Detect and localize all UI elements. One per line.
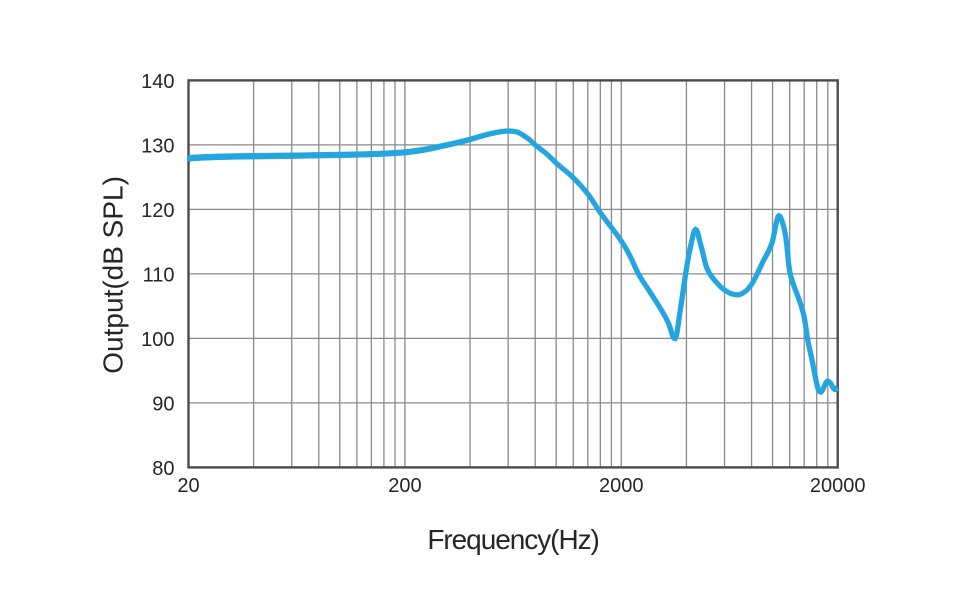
x-tick-label-2000: 2000 xyxy=(599,475,644,497)
y-tick-label-110: 110 xyxy=(143,264,175,286)
y-axis-title: Output(dB SPL) xyxy=(98,176,129,374)
frequency-response-line xyxy=(188,128,840,396)
x-axis-title: Frequency(Hz) xyxy=(427,524,599,555)
x-tick-label-20: 20 xyxy=(177,475,199,497)
y-tick-label-130: 130 xyxy=(141,135,174,157)
y-tick-label-80: 80 xyxy=(152,458,174,480)
plot-border xyxy=(187,79,839,469)
x-tick-label-20000: 20000 xyxy=(810,475,866,497)
x-tick-label-200: 200 xyxy=(388,475,421,497)
y-tick-label-100: 100 xyxy=(141,329,174,351)
y-tick-label-140: 140 xyxy=(141,71,174,93)
curve-end-cap xyxy=(833,385,838,391)
curve-start-cap xyxy=(186,155,193,162)
response-curve xyxy=(186,128,840,396)
y-tick-label-120: 120 xyxy=(141,200,174,222)
gridlines xyxy=(187,79,839,469)
plot-frame xyxy=(187,79,839,469)
y-tick-label-90: 90 xyxy=(152,393,174,415)
